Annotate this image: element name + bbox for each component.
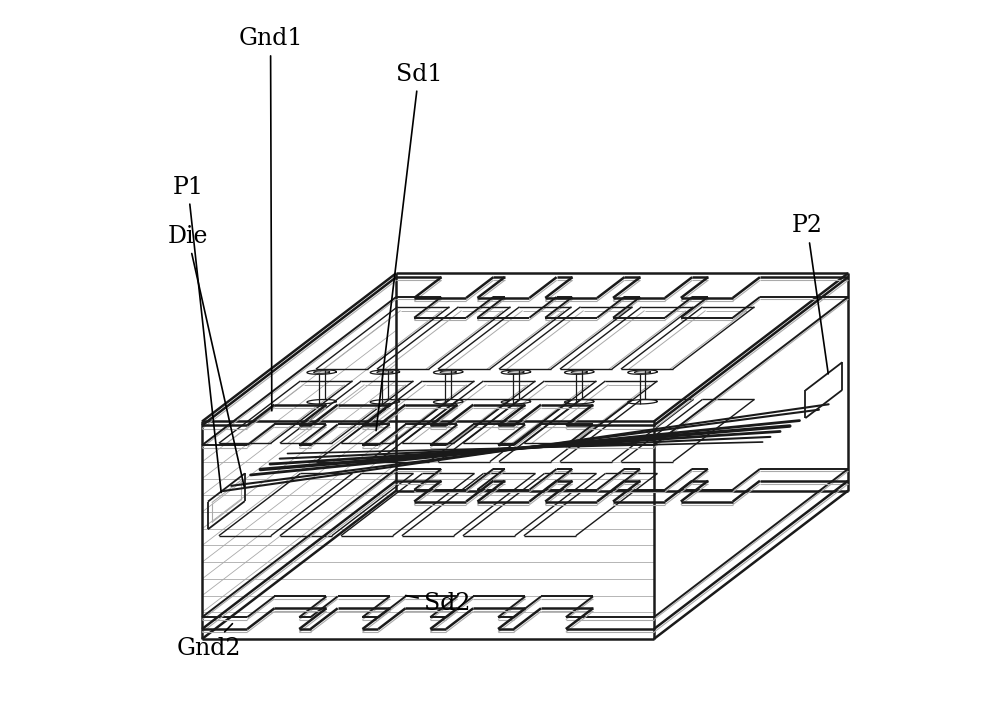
Text: P1: P1 bbox=[172, 176, 221, 493]
Text: Die: Die bbox=[168, 225, 244, 486]
Text: Gnd2: Gnd2 bbox=[177, 623, 241, 659]
Text: Sd1: Sd1 bbox=[376, 63, 442, 431]
Text: P2: P2 bbox=[792, 215, 828, 374]
Text: Gnd1: Gnd1 bbox=[238, 28, 303, 411]
Text: Sd2: Sd2 bbox=[406, 592, 470, 615]
